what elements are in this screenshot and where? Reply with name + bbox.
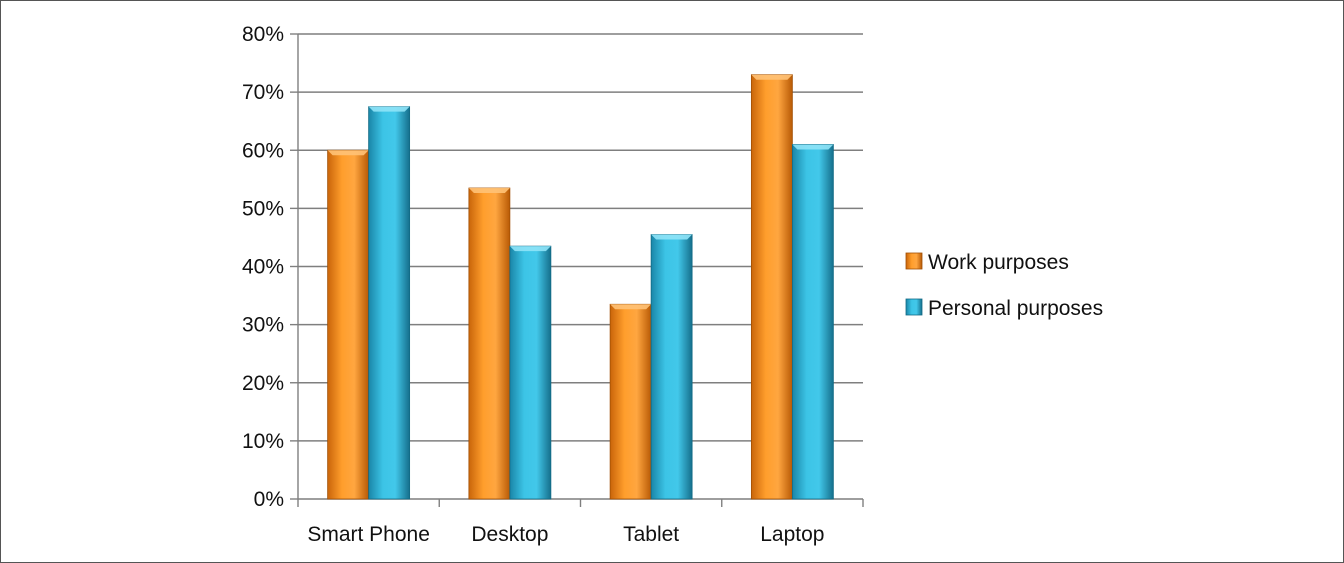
x-tick-label: Smart Phone (307, 523, 430, 546)
bar-top-bevel (468, 188, 510, 194)
y-tick-label: 50% (242, 197, 284, 220)
x-tick-label: Desktop (471, 523, 548, 546)
y-tick-label: 0% (254, 488, 284, 511)
y-tick-label: 10% (242, 430, 284, 453)
tick-labels: 0% 10% 20% 30% 40% 50% 60% 70% 80% Smart Phone Des… (242, 23, 825, 546)
bar-top-bevel (651, 234, 693, 240)
x-tick-label: Laptop (760, 523, 824, 546)
legend-swatch-personal (905, 298, 923, 316)
bar-personal-3 (791, 144, 834, 500)
bar-top-bevel (509, 246, 551, 252)
bar-top-bevel (792, 144, 834, 150)
bar-personal-2 (650, 234, 693, 500)
y-tick-label: 70% (242, 81, 284, 104)
y-tick-label: 40% (242, 256, 284, 279)
y-tick-label: 80% (242, 23, 284, 46)
bar-personal-1 (509, 245, 552, 500)
bar-work-3 (750, 74, 793, 500)
legend-label-work: Work purposes (928, 251, 1069, 274)
y-tick-label: 60% (242, 139, 284, 162)
bar-top-bevel (327, 150, 369, 156)
bar-top-bevel (751, 74, 793, 80)
bar-work-2 (609, 303, 652, 500)
bar-work-0 (327, 149, 370, 500)
legend-label-personal: Personal purposes (928, 297, 1103, 320)
y-tick-label: 20% (242, 372, 284, 395)
legend-swatch-work (905, 252, 923, 270)
bar-personal-0 (368, 106, 411, 500)
bar-work-1 (468, 187, 511, 500)
bar-top-bevel (368, 106, 410, 112)
bar-top-bevel (610, 304, 652, 310)
x-tick-label: Tablet (623, 523, 679, 546)
legend: Work purposes Personal purposes (905, 251, 1103, 320)
y-tick-label: 30% (242, 314, 284, 337)
bars (327, 74, 834, 500)
